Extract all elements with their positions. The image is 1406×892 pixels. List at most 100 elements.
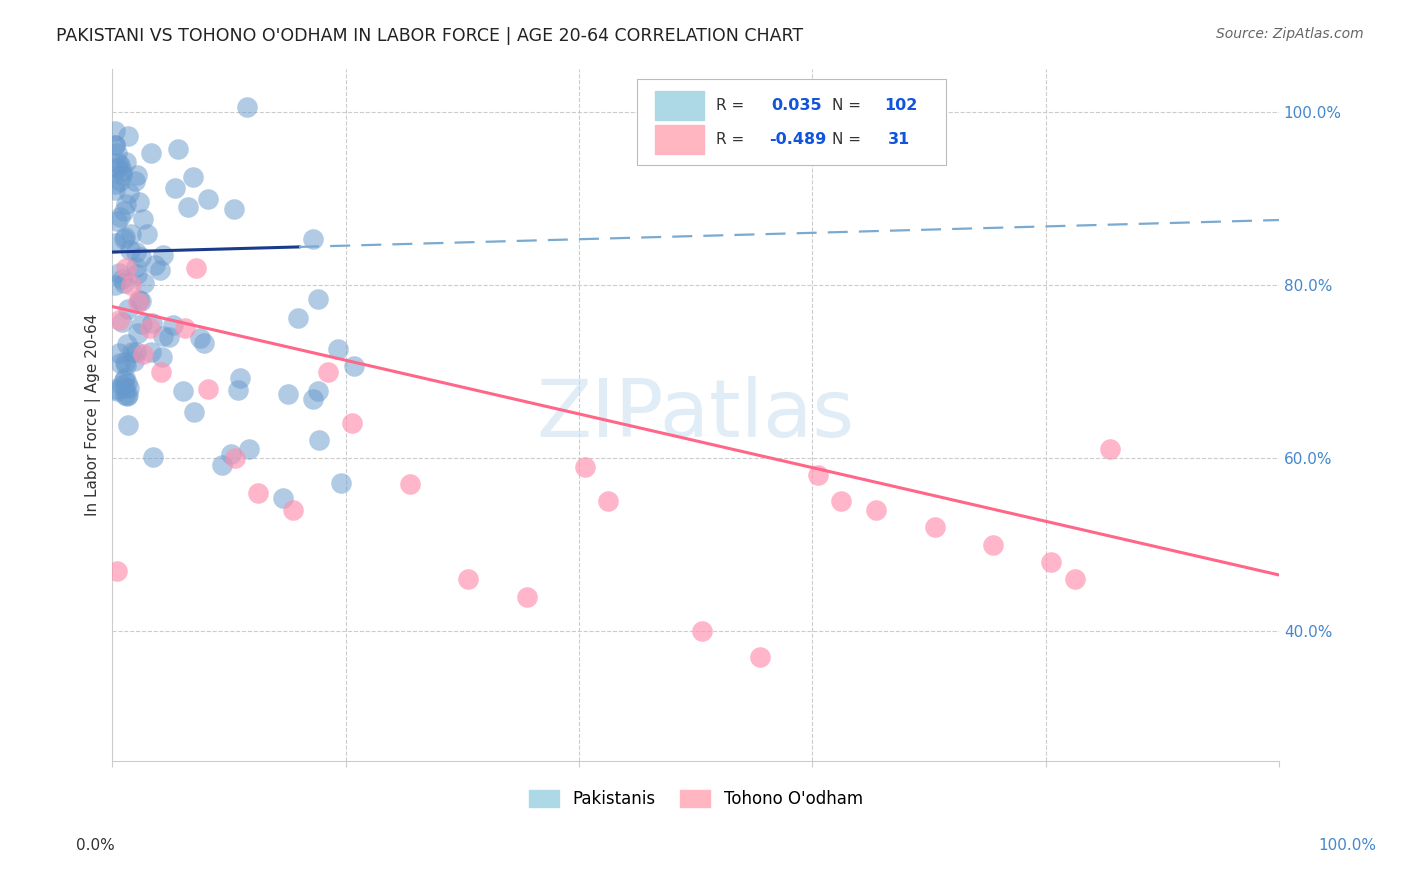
Point [186,260,208,275]
Point [301,392,323,406]
Point [104,177,127,191]
Point [283,503,305,517]
Point [276,387,298,401]
Point [1098,442,1121,457]
Point [748,650,770,665]
Point [127,168,149,182]
Point [141,316,163,330]
Point [117,128,139,143]
Point [172,384,194,398]
Point [139,146,162,161]
Text: PAKISTANI VS TOHONO O'ODHAM IN LABOR FORCE | AGE 20-64 CORRELATION CHART: PAKISTANI VS TOHONO O'ODHAM IN LABOR FOR… [56,27,803,45]
Point [981,538,1004,552]
Text: 102: 102 [884,98,918,113]
Point [117,418,139,433]
Point [865,503,887,517]
Point [112,203,135,218]
Point [924,520,946,534]
Point [166,142,188,156]
Point [104,184,127,198]
Point [197,192,219,206]
Point [129,250,152,264]
Point [117,186,139,201]
Point [132,347,155,361]
Point [121,345,143,359]
Point [120,277,142,292]
Point [127,295,149,310]
Point [157,330,180,344]
Point [132,212,155,227]
Point [224,451,246,466]
Point [142,450,165,465]
Point [131,317,153,331]
FancyBboxPatch shape [655,91,704,120]
Point [120,227,142,241]
Legend: Pakistanis, Tohono O'odham: Pakistanis, Tohono O'odham [522,783,869,815]
Point [307,384,329,398]
Point [287,310,309,325]
Point [222,202,245,216]
Point [150,364,173,378]
Point [114,229,136,244]
Point [235,100,257,114]
Point [105,146,128,161]
Point [114,355,136,369]
Point [343,359,366,374]
Point [340,417,363,431]
Point [399,477,422,491]
Point [108,210,131,224]
Point [108,346,131,360]
Point [226,383,249,397]
Point [108,312,131,326]
Point [128,293,150,308]
Point [124,345,146,359]
Point [114,371,136,385]
Point [115,197,138,211]
Point [125,268,148,282]
Point [457,572,479,586]
Point [111,168,134,182]
Point [110,315,132,329]
Text: 100.0%: 100.0% [1317,838,1376,853]
Point [115,260,138,275]
Point [197,382,219,396]
Point [115,337,138,351]
Point [111,272,134,286]
Point [105,564,128,578]
Point [152,328,174,343]
Point [125,245,148,260]
Point [107,213,129,227]
Point [139,345,162,359]
Point [104,137,127,152]
Point [107,156,129,170]
Point [598,494,620,508]
Point [229,370,252,384]
Point [247,485,270,500]
Point [104,124,127,138]
Point [176,200,198,214]
Point [117,301,139,316]
Point [238,442,260,456]
Point [114,381,136,395]
Point [307,292,329,306]
Point [165,180,187,194]
Point [149,262,172,277]
Point [152,247,174,261]
Point [273,491,295,505]
Text: ZIPatlas: ZIPatlas [537,376,855,454]
Point [150,351,173,365]
Point [139,321,162,335]
Point [105,384,128,399]
Point [181,170,204,185]
Point [114,388,136,402]
Point [117,387,139,401]
Point [193,335,215,350]
Point [108,158,131,172]
Point [308,433,330,447]
Point [830,494,852,508]
Point [104,277,127,292]
Text: N =: N = [832,132,860,146]
Point [134,276,156,290]
Point [104,138,127,153]
Point [127,326,149,340]
